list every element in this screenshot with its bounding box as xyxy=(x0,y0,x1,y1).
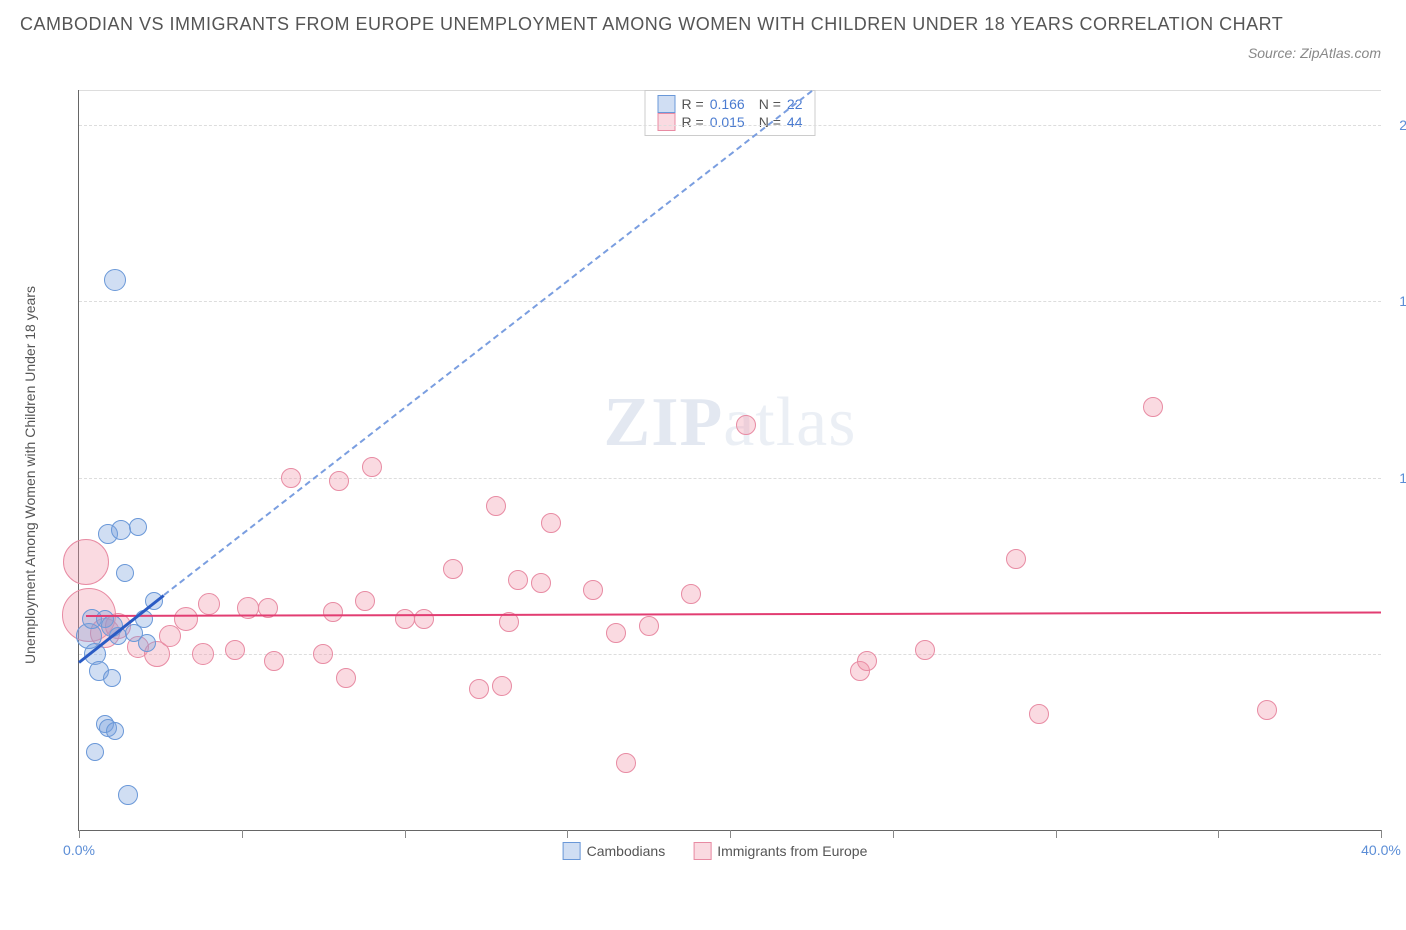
x-tick-label: 40.0% xyxy=(1361,842,1401,858)
y-axis-label: Unemployment Among Women with Children U… xyxy=(22,286,38,664)
data-point-cambodians xyxy=(106,722,124,740)
chart-title: CAMBODIAN VS IMMIGRANTS FROM EUROPE UNEM… xyxy=(20,10,1286,39)
data-point-europe xyxy=(395,609,415,629)
x-tick xyxy=(893,830,894,838)
gridline xyxy=(79,478,1381,479)
data-point-europe xyxy=(492,676,512,696)
data-point-europe xyxy=(915,640,935,660)
data-point-europe xyxy=(414,609,434,629)
x-tick xyxy=(1381,830,1382,838)
swatch-cambodians xyxy=(658,95,676,113)
legend-swatch xyxy=(563,842,581,860)
data-point-europe xyxy=(541,513,561,533)
stat-r-cambodians: 0.166 xyxy=(710,96,745,112)
x-tick xyxy=(242,830,243,838)
x-tick xyxy=(1056,830,1057,838)
data-point-europe xyxy=(336,668,356,688)
trend-line xyxy=(85,612,1380,618)
source-label: Source: ZipAtlas.com xyxy=(1248,45,1381,61)
gridline xyxy=(79,125,1381,126)
data-point-europe xyxy=(264,651,284,671)
data-point-europe xyxy=(469,679,489,699)
data-point-europe xyxy=(531,573,551,593)
stat-n-europe: 44 xyxy=(787,114,803,130)
data-point-europe xyxy=(443,559,463,579)
data-point-europe xyxy=(192,643,214,665)
stat-r-europe: 0.015 xyxy=(710,114,745,130)
data-point-europe xyxy=(63,539,109,585)
data-point-europe xyxy=(616,753,636,773)
data-point-europe xyxy=(508,570,528,590)
data-point-europe xyxy=(486,496,506,516)
x-tick-label: 0.0% xyxy=(63,842,95,858)
legend-item-europe: Immigrants from Europe xyxy=(693,842,867,860)
data-point-europe xyxy=(606,623,626,643)
data-point-europe xyxy=(1029,704,1049,724)
data-point-cambodians xyxy=(104,269,126,291)
y-tick-label: 15.0% xyxy=(1399,293,1406,309)
y-tick-label: 20.0% xyxy=(1399,117,1406,133)
watermark-bold: ZIP xyxy=(604,384,724,461)
data-point-cambodians xyxy=(118,785,138,805)
data-point-europe xyxy=(681,584,701,604)
data-point-cambodians xyxy=(116,564,134,582)
data-point-europe xyxy=(323,602,343,622)
x-tick xyxy=(730,830,731,838)
x-tick xyxy=(1218,830,1219,838)
watermark: ZIPatlas xyxy=(604,383,857,463)
data-point-cambodians xyxy=(129,518,147,536)
data-point-europe xyxy=(329,471,349,491)
stat-r-label-2: R = xyxy=(682,114,704,130)
stat-n-label: N = xyxy=(759,96,781,112)
legend-label: Immigrants from Europe xyxy=(717,843,867,859)
data-point-europe xyxy=(174,607,198,631)
stat-r-label: R = xyxy=(682,96,704,112)
data-point-europe xyxy=(225,640,245,660)
legend-item-cambodians: Cambodians xyxy=(563,842,666,860)
data-point-cambodians xyxy=(125,624,143,642)
data-point-europe xyxy=(583,580,603,600)
data-point-europe xyxy=(1006,549,1026,569)
stats-box: R = 0.166 N = 22 R = 0.015 N = 44 xyxy=(645,90,816,136)
legend: Cambodians Immigrants from Europe xyxy=(563,842,868,860)
data-point-europe xyxy=(281,468,301,488)
plot-box: ZIPatlas R = 0.166 N = 22 R = 0.015 N = … xyxy=(78,90,1381,831)
x-tick xyxy=(405,830,406,838)
data-point-europe xyxy=(362,457,382,477)
data-point-europe xyxy=(857,651,877,671)
swatch-europe xyxy=(658,113,676,131)
gridline xyxy=(79,301,1381,302)
data-point-europe xyxy=(1143,397,1163,417)
data-point-europe xyxy=(355,591,375,611)
data-point-europe xyxy=(639,616,659,636)
x-tick xyxy=(567,830,568,838)
legend-label: Cambodians xyxy=(587,843,666,859)
y-tick-label: 10.0% xyxy=(1399,470,1406,486)
data-point-cambodians xyxy=(86,743,104,761)
stats-row-cambodians: R = 0.166 N = 22 xyxy=(658,95,803,113)
data-point-europe xyxy=(313,644,333,664)
x-tick xyxy=(79,830,80,838)
data-point-europe xyxy=(736,415,756,435)
data-point-europe xyxy=(159,625,181,647)
data-point-europe xyxy=(1257,700,1277,720)
trend-line xyxy=(163,90,812,595)
data-point-cambodians xyxy=(103,669,121,687)
legend-swatch xyxy=(693,842,711,860)
data-point-europe xyxy=(198,593,220,615)
chart-area: Unemployment Among Women with Children U… xyxy=(50,90,1380,860)
